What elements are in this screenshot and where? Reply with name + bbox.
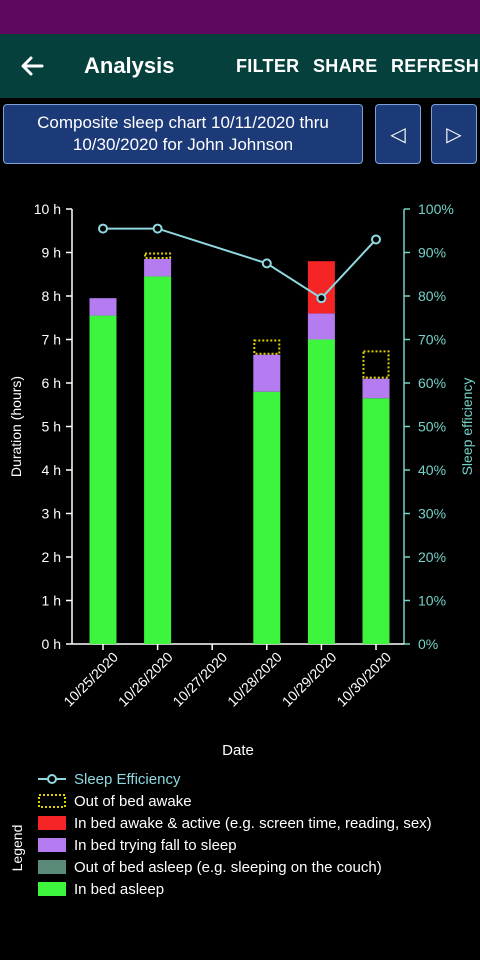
y-axis-label: Duration (hours) xyxy=(8,376,24,477)
bar-segment-in_bed_trying xyxy=(307,313,335,340)
previous-period-button[interactable]: ◁ xyxy=(375,104,421,164)
right-axis-tick-label: 60% xyxy=(418,375,446,391)
efficiency-point xyxy=(261,258,272,269)
right-axis-tick-label: 10% xyxy=(418,593,446,609)
chart-title: Composite sleep chart 10/11/2020 thru 10… xyxy=(37,113,329,154)
right-axis-tick-label: 100% xyxy=(418,201,454,217)
right-axis-tick-label: 50% xyxy=(418,419,446,435)
x-axis-tick-label: 10/28/2020 xyxy=(224,649,285,710)
right-axis-tick-label: 30% xyxy=(418,506,446,522)
triangle-right-icon: ▷ xyxy=(446,123,462,146)
left-axis-tick-label: 3 h xyxy=(42,506,61,522)
legend-swatch-in_bed_awake_active xyxy=(38,816,66,830)
bar-segment-in_bed_asleep xyxy=(253,391,281,644)
app-bar: Analysis FILTER SHARE REFRESH xyxy=(0,34,480,98)
right-axis-tick-label: 90% xyxy=(418,245,446,261)
legend-swatch-out_of_bed_asleep xyxy=(38,860,66,874)
right-axis-tick-label: 80% xyxy=(418,288,446,304)
bar-segment-out_of_bed_awake xyxy=(362,350,390,379)
legend-swatch-out_of_bed_awake xyxy=(38,794,66,808)
bar-segment-out_of_bed_awake xyxy=(144,252,172,260)
bar-segment-in_bed_asleep xyxy=(362,398,390,644)
legend-swatch-in_bed_trying xyxy=(38,838,66,852)
right-axis-tick-label: 0% xyxy=(418,636,438,652)
right-axis-tick-label: 40% xyxy=(418,462,446,478)
efficiency-line xyxy=(103,227,377,300)
legend-label: In bed awake & active (e.g. screen time,… xyxy=(74,815,432,832)
bar-segment-in_bed_asleep xyxy=(144,276,172,644)
next-period-button[interactable]: ▷ xyxy=(431,104,477,164)
x-axis-tick-label: 10/27/2020 xyxy=(169,649,230,710)
right-axis-tick-label: 70% xyxy=(418,332,446,348)
left-axis-tick-label: 6 h xyxy=(42,375,61,391)
legend-title: Legend xyxy=(9,825,25,872)
bar-segment-in_bed_trying xyxy=(89,298,117,316)
efficiency-point xyxy=(152,223,163,234)
left-axis-tick-label: 1 h xyxy=(42,593,61,609)
legend-line-marker xyxy=(47,774,57,784)
x-axis-label: Date xyxy=(222,742,254,759)
efficiency-point xyxy=(98,223,108,234)
legend-label: In bed trying fall to sleep xyxy=(74,837,237,854)
status-bar xyxy=(0,0,480,34)
left-axis-tick-label: 2 h xyxy=(42,549,61,565)
legend-label: Out of bed awake xyxy=(74,793,192,810)
x-axis-tick-label: 10/29/2020 xyxy=(279,649,340,710)
page-title: Analysis xyxy=(84,53,175,78)
refresh-button[interactable]: REFRESH xyxy=(391,56,480,76)
x-axis-tick-label: 10/30/2020 xyxy=(333,649,394,710)
share-button[interactable]: SHARE xyxy=(313,56,378,76)
filter-button[interactable]: FILTER xyxy=(236,56,300,76)
triangle-left-icon: ◁ xyxy=(390,123,406,146)
bar-segment-in_bed_trying xyxy=(144,259,172,277)
efficiency-point xyxy=(371,234,381,245)
right-axis-tick-label: 20% xyxy=(418,549,446,565)
x-axis-tick-label: 10/25/2020 xyxy=(60,649,121,710)
left-axis-tick-label: 0 h xyxy=(42,636,61,652)
legend-label: Out of bed asleep (e.g. sleeping on the … xyxy=(74,859,382,876)
x-axis-tick-label: 10/26/2020 xyxy=(115,649,176,710)
legend-label: Sleep Efficiency xyxy=(74,771,181,788)
chart-title-button[interactable]: Composite sleep chart 10/11/2020 thru 10… xyxy=(3,104,363,164)
legend-label: In bed asleep xyxy=(74,881,164,898)
bar-segment-in_bed_asleep xyxy=(307,339,335,644)
efficiency-point xyxy=(316,293,327,304)
left-axis-tick-label: 8 h xyxy=(42,288,61,304)
bar-segment-out_of_bed_awake xyxy=(253,339,281,355)
left-axis-tick-label: 5 h xyxy=(42,419,61,435)
back-arrow-icon[interactable] xyxy=(16,52,48,80)
y2-axis-label: Sleep efficiency xyxy=(459,378,475,476)
left-axis-tick-label: 4 h xyxy=(42,462,61,478)
bar-segment-in_bed_trying xyxy=(362,378,390,399)
legend-swatch-in_bed_asleep xyxy=(38,882,66,896)
left-axis-tick-label: 7 h xyxy=(42,332,61,348)
left-axis-tick-label: 9 h xyxy=(42,245,61,261)
bar-segment-in_bed_trying xyxy=(253,354,281,392)
left-axis-tick-label: 10 h xyxy=(34,201,61,217)
bar-segment-in_bed_asleep xyxy=(89,315,117,644)
